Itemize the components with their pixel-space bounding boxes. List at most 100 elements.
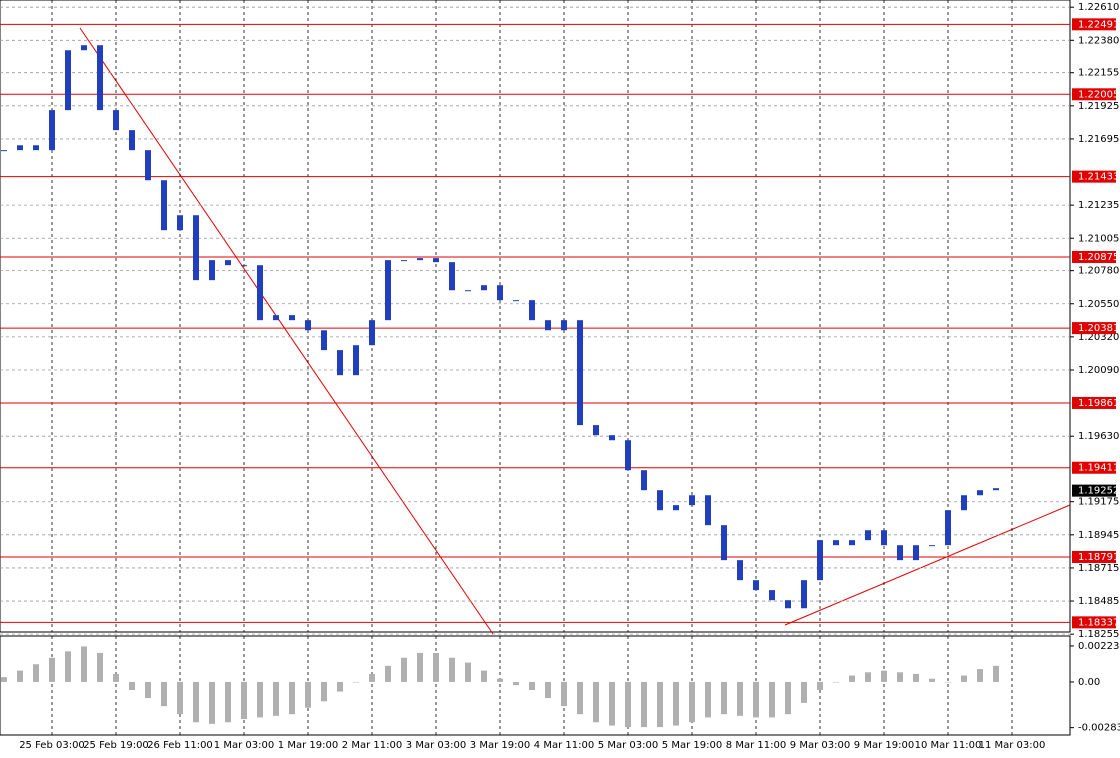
macd-bar bbox=[609, 681, 615, 726]
x-tick-label: 10 Mar 11:00 bbox=[915, 740, 982, 751]
candle bbox=[977, 490, 983, 496]
macd-bar bbox=[705, 681, 711, 718]
candle bbox=[545, 320, 551, 331]
candle bbox=[657, 490, 663, 511]
macd-bar bbox=[497, 678, 503, 682]
level-label: 1.20381 bbox=[1078, 323, 1119, 334]
x-tick-label: 3 Mar 03:00 bbox=[406, 740, 466, 751]
macd-bar bbox=[817, 681, 823, 691]
candle bbox=[769, 590, 775, 601]
macd-tick-label: 0.002234 bbox=[1078, 641, 1120, 652]
candle bbox=[369, 320, 375, 346]
price-label: 1.19252 bbox=[1078, 486, 1119, 497]
candle bbox=[193, 215, 199, 281]
macd-bar bbox=[721, 681, 727, 715]
x-tick-label: 26 Feb 11:00 bbox=[147, 740, 213, 751]
candle bbox=[673, 505, 679, 511]
candle bbox=[593, 425, 599, 436]
candle bbox=[945, 510, 951, 546]
level-label-bg bbox=[1072, 18, 1116, 31]
candle bbox=[337, 350, 343, 376]
candle bbox=[881, 530, 887, 546]
level-label: 1.20875 bbox=[1078, 252, 1119, 263]
level-label-bg bbox=[1072, 461, 1116, 474]
macd-bar bbox=[161, 681, 167, 707]
y-tick-label: 1.22155 bbox=[1078, 68, 1119, 79]
candle bbox=[433, 258, 439, 263]
candle bbox=[849, 540, 855, 546]
candle bbox=[737, 560, 743, 581]
level-label-bg bbox=[1072, 396, 1116, 409]
candle bbox=[449, 262, 455, 291]
macd-bar bbox=[561, 681, 567, 707]
macd-bar bbox=[977, 669, 983, 682]
candle bbox=[465, 290, 471, 292]
macd-bar bbox=[225, 681, 231, 723]
x-tick-label: 25 Feb 03:00 bbox=[19, 740, 85, 751]
macd-bar bbox=[545, 681, 551, 699]
macd-bar bbox=[801, 681, 807, 703]
candle bbox=[817, 540, 823, 581]
macd-bar bbox=[769, 681, 775, 718]
macd-bar bbox=[673, 681, 679, 726]
x-tick-label: 1 Mar 19:00 bbox=[278, 740, 338, 751]
macd-bar bbox=[177, 681, 183, 715]
level-label: 1.22005 bbox=[1078, 89, 1119, 100]
y-tick-label: 1.22380 bbox=[1078, 35, 1119, 46]
macd-bar bbox=[49, 657, 55, 682]
candle bbox=[81, 45, 87, 51]
y-tick-label: 1.18485 bbox=[1078, 596, 1119, 607]
macd-bar bbox=[65, 651, 71, 682]
level-label-bg bbox=[1072, 322, 1116, 335]
candle bbox=[289, 315, 295, 321]
macd-bar bbox=[785, 681, 791, 715]
candle bbox=[993, 488, 999, 491]
macd-tick-label: 0.00 bbox=[1078, 677, 1100, 688]
y-tick-label: 1.21695 bbox=[1078, 134, 1119, 145]
x-tick-label: 9 Mar 03:00 bbox=[790, 740, 850, 751]
candle bbox=[225, 260, 231, 266]
candle bbox=[305, 320, 311, 331]
macd-bar bbox=[465, 662, 471, 682]
y-tick-label: 1.18945 bbox=[1078, 530, 1119, 541]
candle bbox=[417, 258, 423, 261]
x-tick-label: 9 Mar 19:00 bbox=[854, 740, 914, 751]
candle bbox=[641, 470, 647, 491]
candle bbox=[497, 285, 503, 301]
macd-bar bbox=[257, 681, 263, 718]
macd-bar bbox=[833, 681, 839, 683]
candle bbox=[129, 130, 135, 151]
macd-bar bbox=[337, 681, 343, 692]
candle bbox=[913, 545, 919, 561]
level-label: 1.22491 bbox=[1078, 19, 1119, 30]
level-label: 1.21433 bbox=[1078, 172, 1119, 183]
macd-bar bbox=[897, 672, 903, 682]
level-label: 1.19411 bbox=[1078, 463, 1119, 474]
macd-bar bbox=[369, 673, 375, 682]
level-label: 1.19861 bbox=[1078, 398, 1119, 409]
y-tick-label: 1.19630 bbox=[1078, 431, 1119, 442]
candle bbox=[273, 315, 279, 321]
macd-bar bbox=[993, 665, 999, 682]
level-label-bg bbox=[1072, 550, 1116, 563]
macd-bar bbox=[305, 681, 311, 708]
macd-bar bbox=[289, 681, 295, 715]
candle bbox=[609, 435, 615, 441]
candle bbox=[1, 150, 7, 152]
candle bbox=[177, 215, 183, 231]
macd-bar bbox=[593, 681, 599, 723]
x-tick-label: 4 Mar 11:00 bbox=[534, 740, 594, 751]
macd-bar bbox=[273, 681, 279, 716]
macd-bar bbox=[657, 681, 663, 728]
x-tick-label: 5 Mar 19:00 bbox=[662, 740, 722, 751]
x-tick-label: 5 Mar 03:00 bbox=[598, 740, 658, 751]
candle bbox=[209, 260, 215, 281]
candle bbox=[721, 525, 727, 561]
x-tick-label: 8 Mar 11:00 bbox=[726, 740, 786, 751]
x-tick-label: 11 Mar 03:00 bbox=[979, 740, 1046, 751]
candle bbox=[513, 300, 519, 302]
candle bbox=[833, 540, 839, 546]
macd-bar bbox=[689, 681, 695, 723]
level-label-bg bbox=[1072, 616, 1116, 629]
